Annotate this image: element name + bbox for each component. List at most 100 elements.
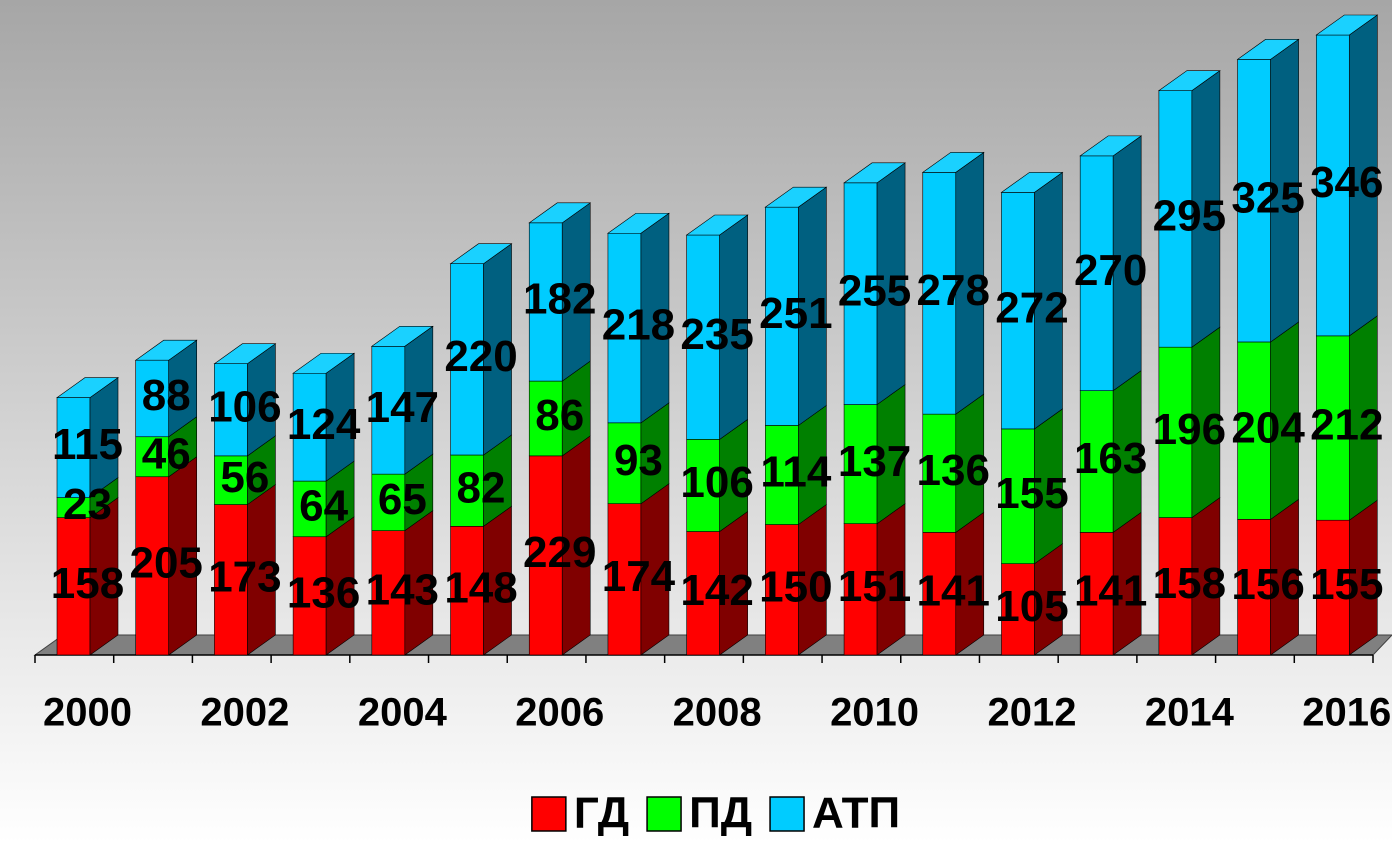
bar-segment bbox=[843, 383, 906, 525]
bar-segment bbox=[214, 435, 276, 506]
bar-front bbox=[292, 480, 327, 538]
bar-front bbox=[922, 532, 957, 656]
legend: ГД ПД АТП bbox=[531, 789, 900, 838]
bar-front bbox=[1001, 428, 1035, 564]
bar-front bbox=[1158, 517, 1193, 656]
bar-segment bbox=[371, 510, 434, 656]
bar-segment bbox=[370, 325, 434, 475]
bar-top bbox=[1079, 135, 1143, 157]
bar-front bbox=[1001, 563, 1035, 656]
bar-segment bbox=[765, 503, 827, 656]
bar-front bbox=[214, 363, 248, 457]
data-label: 106 bbox=[680, 458, 753, 507]
bar-top bbox=[528, 202, 592, 224]
bar-front bbox=[1079, 390, 1114, 533]
bar-front bbox=[135, 476, 170, 656]
bar-front bbox=[1315, 34, 1350, 337]
data-label: 151 bbox=[838, 562, 911, 611]
data-label: 148 bbox=[444, 563, 517, 612]
data-label: 86 bbox=[535, 391, 584, 440]
bar-front bbox=[686, 234, 720, 440]
bar-top bbox=[213, 343, 277, 364]
data-label: 255 bbox=[838, 266, 911, 315]
data-label: 115 bbox=[52, 420, 123, 469]
data-label: 105 bbox=[995, 582, 1068, 631]
bar-segment bbox=[135, 456, 198, 656]
data-label: 124 bbox=[287, 400, 361, 449]
legend-label: ГД bbox=[574, 789, 629, 838]
bar-segment bbox=[134, 339, 198, 438]
data-label: 163 bbox=[1074, 434, 1147, 483]
data-label: 150 bbox=[759, 562, 832, 611]
bar-front bbox=[214, 504, 248, 656]
bar-front bbox=[214, 455, 248, 505]
data-label: 196 bbox=[1153, 405, 1226, 454]
bar-segment bbox=[922, 393, 985, 533]
bar-top bbox=[56, 377, 119, 398]
data-label: 205 bbox=[129, 538, 202, 587]
bar-segment bbox=[528, 202, 592, 382]
data-label: 220 bbox=[444, 332, 517, 381]
data-label: 158 bbox=[1153, 559, 1226, 608]
bar-segment bbox=[1315, 14, 1379, 337]
bar-segment bbox=[686, 510, 748, 656]
bar-segment bbox=[1315, 315, 1378, 521]
bar-top bbox=[134, 339, 198, 361]
x-tick-label: 2006 bbox=[515, 691, 604, 735]
data-label: 235 bbox=[680, 310, 753, 359]
bar-segment bbox=[1079, 511, 1142, 656]
x-tick-label: 2012 bbox=[987, 691, 1076, 735]
bar-segment bbox=[371, 453, 434, 532]
legend-label: ПД bbox=[689, 789, 752, 838]
data-label: 106 bbox=[208, 382, 281, 431]
bar-segment bbox=[1158, 326, 1221, 519]
bar-segment bbox=[1000, 171, 1064, 430]
bar-front bbox=[1315, 519, 1350, 656]
bar-segment bbox=[292, 516, 355, 656]
bar-segment bbox=[56, 477, 119, 519]
bar-segment bbox=[1237, 498, 1299, 656]
legend-swatch bbox=[531, 796, 567, 832]
bar-segment bbox=[1079, 370, 1142, 533]
bar-front bbox=[1237, 341, 1271, 520]
x-tick-label: 2016 bbox=[1302, 691, 1391, 735]
data-label: 229 bbox=[523, 528, 596, 577]
bar-segment bbox=[1236, 38, 1300, 343]
data-label: 212 bbox=[1310, 401, 1383, 450]
bar-segment bbox=[607, 212, 670, 424]
data-label: 158 bbox=[51, 559, 124, 608]
legend-swatch bbox=[646, 796, 682, 832]
data-label: 142 bbox=[680, 566, 753, 615]
bar-segment bbox=[1237, 321, 1299, 520]
data-label: 174 bbox=[602, 552, 676, 601]
data-label: 325 bbox=[1231, 173, 1304, 222]
bar-segment bbox=[1157, 70, 1221, 348]
bar-front bbox=[371, 473, 406, 531]
bar-front bbox=[1079, 155, 1114, 391]
bar-front bbox=[371, 530, 406, 656]
bar-top bbox=[1315, 14, 1379, 36]
data-label: 270 bbox=[1074, 246, 1147, 295]
legend-swatch bbox=[769, 796, 805, 832]
data-label: 46 bbox=[142, 429, 191, 478]
bar-front bbox=[765, 425, 799, 525]
bar-segment bbox=[921, 151, 985, 415]
bar-top bbox=[1236, 39, 1300, 60]
bar-front bbox=[607, 232, 642, 424]
data-label: 346 bbox=[1310, 158, 1383, 207]
bar-segment bbox=[686, 418, 748, 533]
bar-front bbox=[450, 263, 484, 456]
bar-front bbox=[1237, 519, 1271, 656]
bar-segment bbox=[450, 434, 512, 527]
bar-segment bbox=[528, 360, 591, 457]
bar-segment bbox=[292, 460, 355, 538]
data-label: 155 bbox=[1310, 560, 1383, 609]
data-label: 82 bbox=[457, 463, 506, 512]
bar-top bbox=[449, 243, 513, 264]
data-label: 23 bbox=[63, 480, 112, 529]
bar-top bbox=[685, 214, 749, 236]
data-label: 295 bbox=[1153, 192, 1226, 241]
bar-segment bbox=[1158, 497, 1221, 656]
x-tick-label: 2000 bbox=[43, 691, 132, 735]
